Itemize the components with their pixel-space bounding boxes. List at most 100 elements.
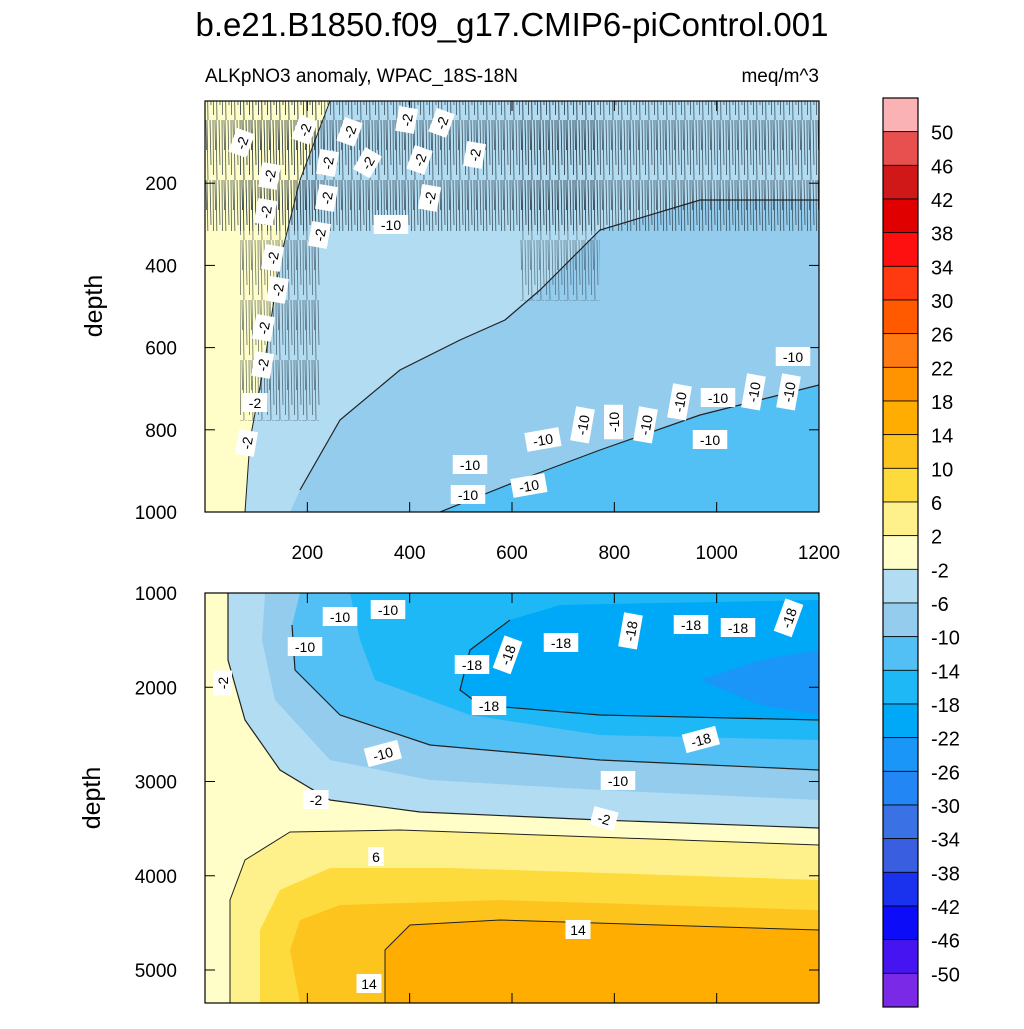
contour-label: -10 [450,485,486,504]
colorbar-label: -26 [931,762,960,784]
contour-label: -2 [315,148,340,177]
colorbar-swatch [882,501,919,537]
colorbar-swatch [882,602,919,638]
contour-label-text: -2 [255,320,273,335]
bottom-axes: 1000 2000 3000 4000 5000 [135,584,820,1003]
contour-label: -2 [353,147,383,179]
colorbar-label: -18 [931,695,960,717]
colorbar-swatch [882,939,919,974]
contour-label: -2 [242,393,268,412]
contour-label-text: -18 [689,730,713,751]
contour-label-text: -18 [681,617,701,633]
colorbar-label: 34 [931,257,953,279]
contour-label-text: -2 [310,792,323,808]
contour-label-text: -10 [573,413,592,436]
colorbar-swatch [882,636,919,671]
contour-label-text: -18 [497,643,519,668]
colorbar-label: 26 [931,325,953,347]
contour-label-text: -2 [261,168,279,183]
contour-label: -10 [363,739,402,768]
contour-label: -2 [417,183,442,212]
colorbar-swatch [882,366,919,402]
contour-label: 14 [356,974,382,993]
y-tick-label: 600 [145,339,177,360]
colorbar-label: 46 [931,156,953,178]
colorbar-swatch [882,131,919,166]
contour-label: -10 [604,404,623,440]
contour-label-bg [773,598,804,638]
contour-label-text: -2 [215,677,231,690]
contour-label: -2 [213,670,232,696]
contour-label-text: -2 [432,114,451,131]
contour-label: -10 [775,347,811,366]
colorbar-label: 18 [931,392,953,414]
contour-label-text: -10 [606,412,622,432]
colorbar-label: -38 [931,863,960,885]
colorbar-swatch [882,434,919,469]
colorbar-swatch [882,770,919,806]
contour-label: -10 [667,383,692,421]
contour-label: -18 [543,633,579,652]
contour-label-text: 14 [570,922,586,938]
colorbar-swatch [882,333,919,368]
contour-label-bg [368,847,384,866]
contour-label: -10 [452,455,488,474]
contour-label-bg [462,140,487,169]
contour-label: -2 [314,183,339,212]
contour-label: 6 [368,847,384,866]
colorbar-label: -50 [931,964,960,986]
colorbar-label: -22 [931,729,960,751]
colorbar-swatch [882,299,919,335]
contour-label-text: -2 [421,190,439,205]
top-ylabel: depth [80,275,108,338]
contour-label-bg [471,696,507,715]
contour-label-text: -10 [779,380,798,403]
contour-label-text: -2 [264,250,282,265]
contour-label-bg [604,404,623,440]
contour-label-text: -10 [783,349,803,365]
bot-contour-line [459,619,819,721]
contour-label-text: -2 [596,810,612,829]
bot-fill-neg22 [700,650,819,715]
contour-label: -10 [776,373,801,411]
contour-label-text: -10 [460,457,480,473]
contour-label-text: -18 [621,619,640,642]
colorbar-label: -34 [931,830,960,852]
contour-label-text: -10 [378,602,398,618]
colorbar-swatch [882,400,919,436]
contour-label-text: -2 [257,204,275,219]
contour-label-text: -18 [462,657,482,673]
y-tick-label: 5000 [135,961,177,982]
contour-label-bg [363,739,402,768]
contour-label: -10 [287,637,323,656]
contour-label: -2 [260,243,285,272]
colorbar-label: -46 [931,931,960,953]
contour-label-text: -10 [700,432,720,448]
contour-label: -2 [336,116,363,147]
contour-label: -10 [633,406,658,444]
colorbar-swatch [882,198,919,234]
contour-label: -2 [251,313,276,342]
contour-label-text: -2 [295,121,314,138]
contour-label: -2 [589,806,619,831]
contour-label: -2 [228,127,255,158]
colorbar-swatch [882,703,919,739]
colorbar-label: 10 [931,459,953,481]
contour-label: -18 [673,615,709,634]
bottom-ylabel: depth [78,767,106,830]
colorbar-label: -14 [931,661,960,683]
contour-label-bg [450,485,486,504]
contour-label-bg [667,383,692,421]
contour-label-bg [394,105,419,134]
contour-label-bg [356,974,382,993]
contour-label-bg [633,406,658,444]
contour-label-bg [775,347,811,366]
contour-label-text: -10 [636,413,655,436]
contour-label-bg [618,612,643,650]
contour-label: -10 [370,600,406,619]
top-contour-line [439,384,819,512]
contour-label: -2 [307,220,332,249]
colorbar-label: -2 [931,560,949,582]
colorbar-swatch [882,164,919,200]
colorbar-label: 14 [931,426,953,448]
